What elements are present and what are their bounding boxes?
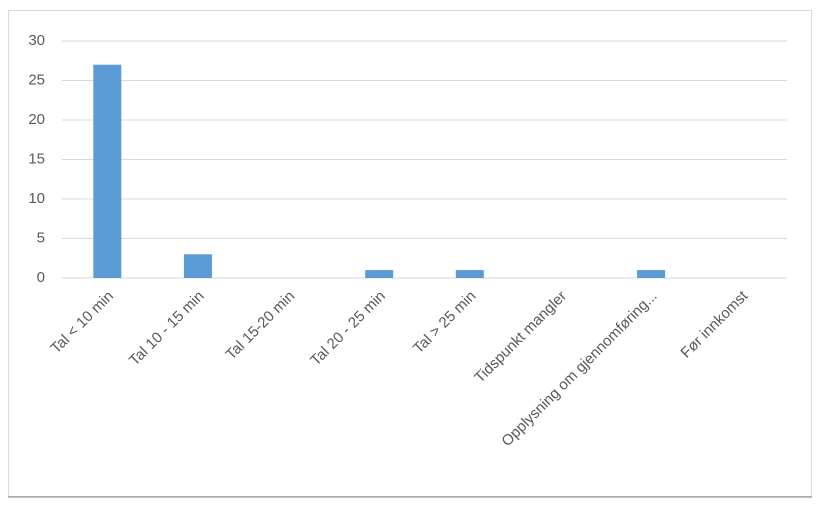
- bar: [455, 270, 484, 278]
- y-tick-label: 0: [37, 269, 45, 286]
- y-tick-label: 30: [28, 32, 45, 49]
- chart-border: [8, 10, 812, 497]
- y-tick-label: 20: [28, 111, 45, 128]
- bar: [365, 270, 394, 278]
- y-tick-label: 5: [37, 229, 45, 246]
- y-tick-label: 15: [28, 150, 45, 167]
- y-tick-label: 25: [28, 71, 45, 88]
- bar: [93, 64, 122, 278]
- y-tick-label: 10: [28, 190, 45, 207]
- bar: [637, 270, 666, 278]
- bar: [183, 254, 212, 278]
